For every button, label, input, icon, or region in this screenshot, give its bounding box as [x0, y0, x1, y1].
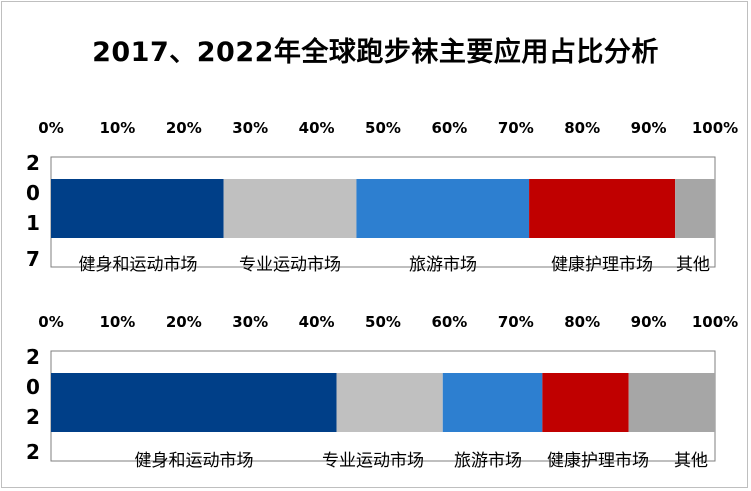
data-label-2022-1: 专业运动市场: [322, 451, 424, 471]
tick-label-2-10: 100%: [692, 313, 738, 331]
bar-segment-2022-3: [542, 373, 629, 432]
data-label-2022-2: 旅游市场: [454, 451, 522, 471]
category-label-2017-char-2: 1: [26, 211, 40, 235]
tick-label-2-0: 0%: [38, 313, 63, 331]
tick-label-2-9: 90%: [631, 313, 667, 331]
data-label-2017-3: 健康护理市场: [551, 255, 653, 275]
tick-label-2-6: 60%: [431, 313, 467, 331]
tick-label-2-3: 30%: [232, 313, 268, 331]
bar-segment-2017-4: [675, 179, 715, 238]
tick-label-2-4: 40%: [299, 313, 335, 331]
tick-label-1-2: 20%: [166, 119, 202, 137]
tick-label-1-9: 90%: [631, 119, 667, 137]
category-label-2022-char-2: 2: [26, 405, 40, 429]
tick-label-2-2: 20%: [166, 313, 202, 331]
tick-label-2-8: 80%: [564, 313, 600, 331]
chart-title: 2017、2022年全球跑步袜主要应用占比分析: [92, 37, 659, 68]
category-label-2022-char-0: 2: [26, 345, 40, 369]
tick-label-1-0: 0%: [38, 119, 63, 137]
category-label-2017-char-0: 2: [26, 151, 40, 175]
bar-segment-2022-0: [51, 373, 337, 432]
bar-segment-2017-2: [356, 179, 530, 238]
tick-label-1-8: 80%: [564, 119, 600, 137]
bar-segment-2017-3: [529, 179, 676, 238]
category-label-2017-char-1: 0: [26, 181, 40, 205]
tick-label-1-4: 40%: [299, 119, 335, 137]
data-label-2022-0: 健身和运动市场: [135, 451, 254, 471]
tick-label-1-1: 10%: [99, 119, 135, 137]
data-label-2017-1: 专业运动市场: [239, 255, 341, 275]
bar-segment-2022-1: [336, 373, 443, 432]
data-label-2017-4: 其他: [676, 255, 710, 275]
tick-label-1-7: 70%: [498, 119, 534, 137]
bar-segment-2017-1: [223, 179, 357, 238]
data-label-2017-2: 旅游市场: [409, 255, 477, 275]
tick-label-1-10: 100%: [692, 119, 738, 137]
bar-segment-2017-0: [51, 179, 224, 238]
category-label-2022-char-3: 2: [26, 440, 40, 464]
data-label-2017-0: 健身和运动市场: [79, 255, 198, 275]
category-label-2022-char-1: 0: [26, 375, 40, 399]
tick-label-2-7: 70%: [498, 313, 534, 331]
tick-label-1-5: 50%: [365, 119, 401, 137]
bar-segment-2022-2: [442, 373, 543, 432]
data-label-2022-4: 其他: [674, 451, 708, 471]
tick-label-1-3: 30%: [232, 119, 268, 137]
category-label-2017-char-3: 7: [26, 247, 40, 271]
tick-label-1-6: 60%: [431, 119, 467, 137]
tick-label-2-5: 50%: [365, 313, 401, 331]
tick-label-2-1: 10%: [99, 313, 135, 331]
bar-segment-2022-4: [628, 373, 715, 432]
data-label-2022-3: 健康护理市场: [547, 451, 649, 471]
